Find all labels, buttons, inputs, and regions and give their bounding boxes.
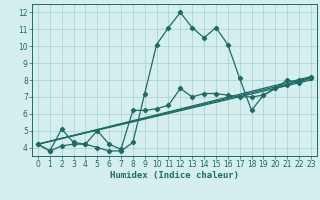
X-axis label: Humidex (Indice chaleur): Humidex (Indice chaleur) (110, 171, 239, 180)
